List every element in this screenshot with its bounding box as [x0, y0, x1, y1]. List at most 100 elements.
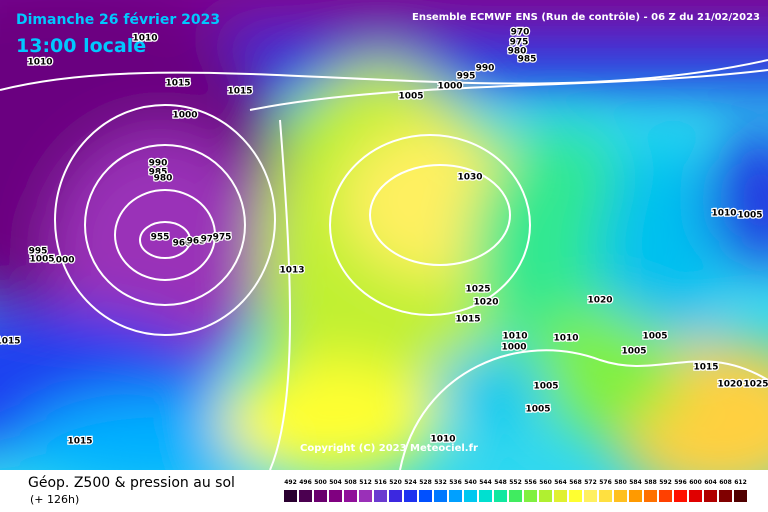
scale-swatch: [374, 490, 387, 502]
scale-label: 492: [284, 479, 297, 486]
scale-swatch: [404, 490, 417, 502]
scale-label: 556: [524, 479, 537, 486]
scale-swatch: [569, 490, 582, 502]
isobar-label: 1000: [49, 256, 74, 266]
isobar-label: 985: [518, 55, 537, 65]
scale-label: 592: [659, 479, 672, 486]
isobar-label: 1025: [743, 380, 768, 390]
scale-label: 552: [509, 479, 522, 486]
isobar-label: 1000: [501, 343, 526, 353]
isobar-label: 1005: [621, 347, 646, 357]
isobar-label: 990: [149, 159, 168, 169]
isobar: [399, 349, 768, 470]
isobar: [369, 164, 511, 266]
scale-label: 564: [554, 479, 567, 486]
scale-swatch: [554, 490, 567, 502]
scale-label: 608: [719, 479, 732, 486]
scale-label: 576: [599, 479, 612, 486]
isobar-labels: 9709759809859909951000100510101010101510…: [0, 26, 768, 448]
scale-label: 508: [344, 479, 357, 486]
isobar: [249, 69, 768, 111]
scale-label: 584: [629, 479, 642, 486]
scale-swatch: [434, 490, 447, 502]
scale-label: 612: [734, 479, 747, 486]
scale-swatch: [359, 490, 372, 502]
isobar-label: 1015: [0, 337, 21, 347]
isobar-label: 1015: [67, 437, 92, 447]
scale-swatch: [419, 490, 432, 502]
isobar-label: 1005: [533, 382, 558, 392]
scale-swatch: [479, 490, 492, 502]
isobar: [114, 189, 216, 281]
time: 13:00 locale: [16, 35, 146, 57]
scale-swatch: [494, 490, 507, 502]
isobar-label: 1015: [455, 315, 480, 325]
isobar-label: 1025: [465, 285, 490, 295]
footer-lead: (+ 126h): [30, 493, 79, 506]
scale-swatch: [734, 490, 747, 502]
isobar-label: 1030: [457, 173, 482, 183]
scale-swatch: [299, 490, 312, 502]
model-info: Ensemble ECMWF ENS (Run de contrôle) - 0…: [412, 11, 760, 23]
isobar-label: 1005: [737, 211, 762, 221]
scale-swatch: [584, 490, 597, 502]
isobar-label: 980: [508, 47, 527, 57]
footer-title: Géop. Z500 & pression au sol: [28, 475, 235, 491]
scale-swatch: [659, 490, 672, 502]
isobar-label: 975: [510, 38, 529, 48]
isobar-label: 1010: [711, 209, 736, 219]
scale-label: 500: [314, 479, 327, 486]
scale-label: 524: [404, 479, 417, 486]
isobar-label: 1005: [29, 255, 54, 265]
isobar-label: 1010: [132, 34, 157, 44]
scale-swatch: [509, 490, 522, 502]
scale-swatch: [464, 490, 477, 502]
scale-swatch: [389, 490, 402, 502]
isobar-label: 1005: [398, 92, 423, 102]
isobar: [269, 119, 291, 470]
isobar: [139, 221, 191, 259]
isobar-label: 1010: [502, 332, 527, 342]
scale-label: 528: [419, 479, 432, 486]
isobar-label: 1015: [227, 87, 252, 97]
field: [0, 0, 768, 470]
scale-label: 504: [329, 479, 342, 486]
isobar-label: 1005: [642, 332, 667, 342]
scale-swatch: [284, 490, 297, 502]
date: Dimanche 26 février 2023: [16, 12, 220, 28]
isobar-label: 1020: [587, 296, 612, 306]
isobar-label: 960: [173, 239, 192, 249]
color-scale: 492 496 500 504 508 512 516 520 524 528 532 536 540 5…: [284, 479, 747, 502]
scale-swatch: [704, 490, 717, 502]
scale-label: 536: [449, 479, 462, 486]
isobar-label: 965: [187, 237, 206, 247]
scale-label: 588: [644, 479, 657, 486]
isobar-label: 970: [511, 28, 530, 38]
isobar-label: 985: [149, 168, 168, 178]
scale-swatch: [539, 490, 552, 502]
isobar-label: 1010: [553, 334, 578, 344]
scale-swatch: [344, 490, 357, 502]
isobar-label: 990: [476, 64, 495, 74]
scale-swatch: [524, 490, 537, 502]
scale-swatch: [689, 490, 702, 502]
scale-label: 568: [569, 479, 582, 486]
isobar-label: 970: [201, 235, 220, 245]
scale-swatch: [329, 490, 342, 502]
scale-swatch: [614, 490, 627, 502]
scale-swatch: [629, 490, 642, 502]
isobar: [54, 104, 276, 336]
isobar-label: 1020: [473, 298, 498, 308]
scale-label: 532: [434, 479, 447, 486]
isobar-label: 1000: [437, 82, 462, 92]
scale-label: 496: [299, 479, 312, 486]
scale-label: 600: [689, 479, 702, 486]
scale-label: 540: [464, 479, 477, 486]
isobar: [84, 144, 246, 306]
isobar-label: 1005: [525, 405, 550, 415]
scale-label: 520: [389, 479, 402, 486]
scale-swatch: [449, 490, 462, 502]
scale-label: 572: [584, 479, 597, 486]
isobar-label: 995: [457, 72, 476, 82]
